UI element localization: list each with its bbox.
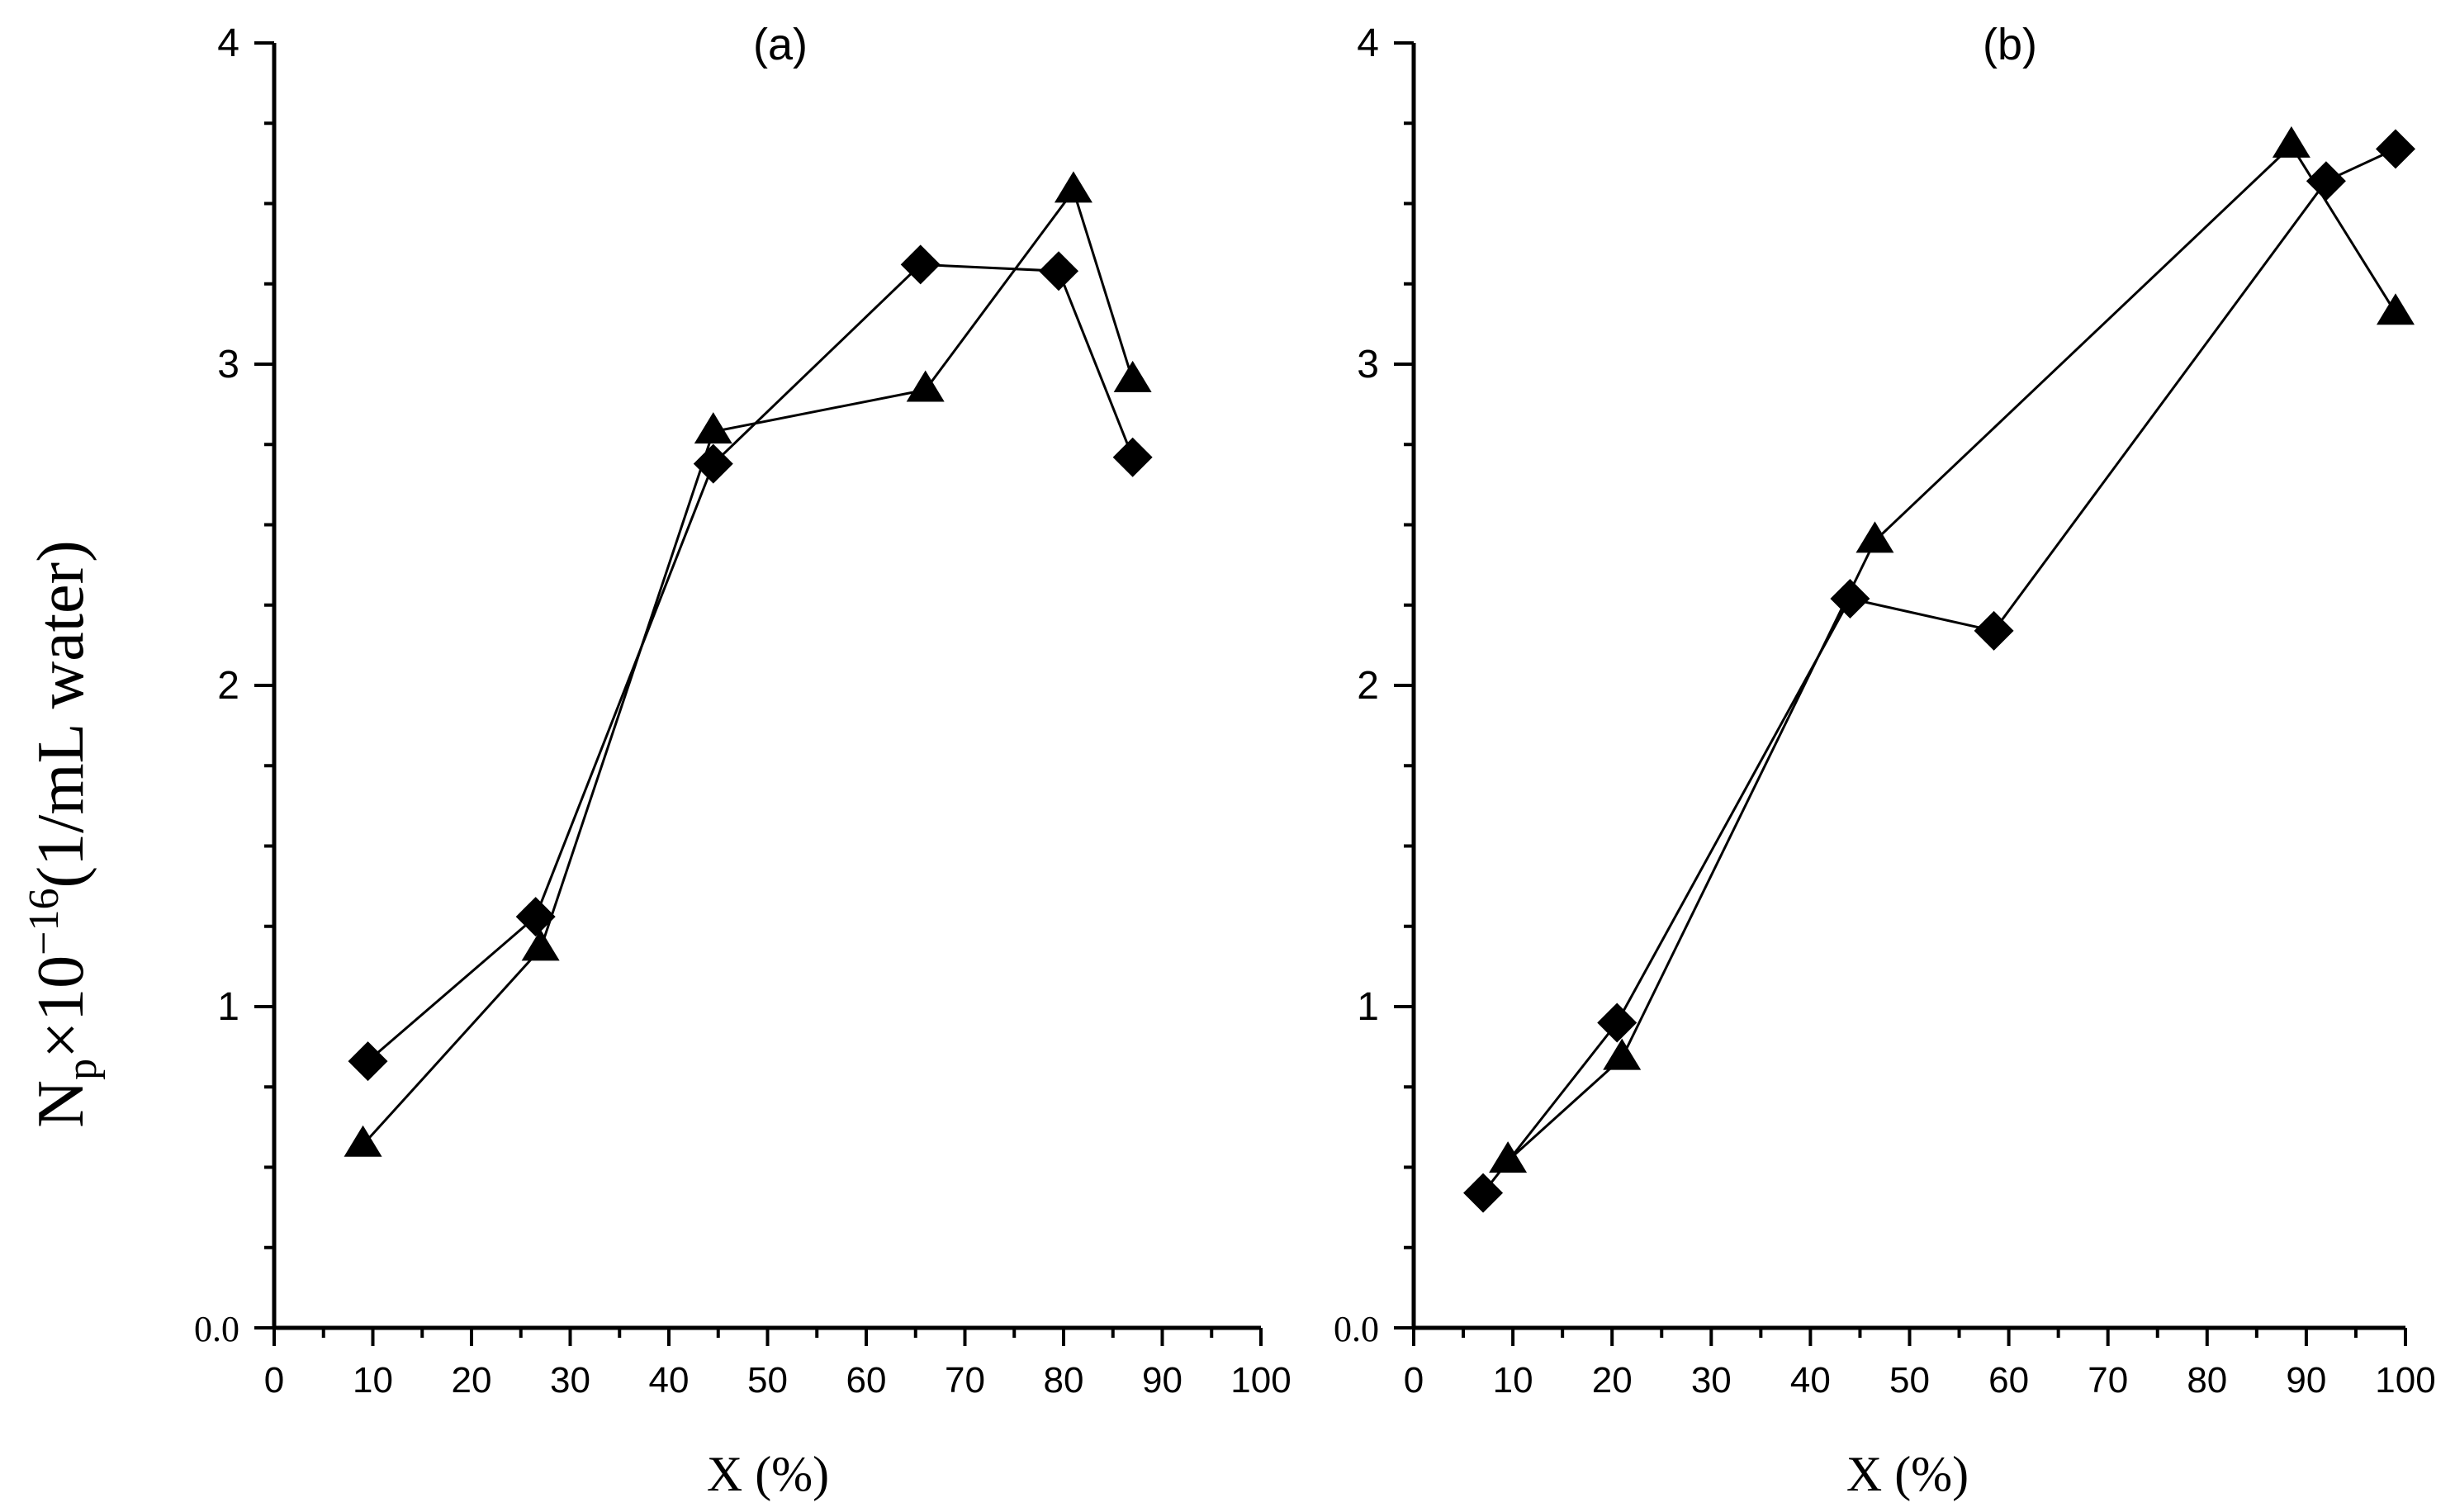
- y-title-sub: p: [59, 1059, 106, 1080]
- panel-b-y-tick-label: 4: [1357, 21, 1379, 65]
- panel-b-x-tick-label: 70: [2088, 1360, 2128, 1401]
- panel-b-triangle-point: [1855, 521, 1894, 553]
- panel-b-diamond-point: [1597, 1002, 1637, 1043]
- panel-b-x-tick-label: 100: [2375, 1360, 2435, 1401]
- panel-a-x-tick-label: 80: [1044, 1360, 1084, 1401]
- y-title-exp: −16: [21, 889, 68, 955]
- y-axis-title: Np×10−16(1/mL water): [21, 540, 106, 1128]
- panel-a-x-tick-label: 70: [945, 1360, 985, 1401]
- panel-b-diamond-point: [1463, 1173, 1504, 1213]
- panel-b-x-tick-label: 0: [1404, 1360, 1424, 1401]
- panel-a-diamond-point: [900, 244, 941, 285]
- panel-b-x-axis-title: X (%): [1846, 1447, 1969, 1501]
- panel-a-diamond-point: [348, 1041, 388, 1082]
- panel-b-triangle-point: [1489, 1141, 1528, 1173]
- panel-b-triangle-point: [2376, 293, 2415, 325]
- panel-a-x-tick-label: 20: [452, 1360, 492, 1401]
- panel-a-x-tick-label: 0: [264, 1360, 284, 1401]
- panel-a-x-tick-label: 60: [846, 1360, 887, 1401]
- panel-b-x-tick-label: 10: [1493, 1360, 1533, 1401]
- panel-a-triangle-point: [906, 370, 945, 402]
- panel-a: (a) X (%) 0 10 20 30 40 50 60 70 80 90 100 0.0 1 2 3 4: [194, 20, 1291, 1501]
- panel-a-x-tick-label: 50: [747, 1360, 788, 1401]
- y-title-unit: (1/mL water): [25, 540, 97, 888]
- panel-a-triangle-point: [1113, 360, 1152, 392]
- panel-b-diamond-point: [1974, 610, 2014, 651]
- panel-a-triangle-point: [1054, 171, 1092, 203]
- panel-a-diamond-point: [515, 897, 556, 937]
- panel-a-triangle-series-line: [362, 187, 1135, 1146]
- panel-b-x-tick-label: 60: [1988, 1360, 2029, 1401]
- panel-a-x-tick-label: 30: [550, 1360, 590, 1401]
- panel-b-y-tick-label: 3: [1357, 343, 1379, 386]
- panel-b-triangle-series-line: [1507, 144, 2397, 1162]
- panel-b-diamond-point: [2306, 161, 2346, 201]
- panel-b: (b) X (%) 0 10 20 30 40 50 60 70 80 90 100 0.0 1 2 3 4: [1334, 20, 2436, 1501]
- panel-b-x-tick-label: 30: [1691, 1360, 1732, 1401]
- panel-a-x-tick-label: 10: [353, 1360, 393, 1401]
- panel-a-y-tick-label: 0.0: [194, 1309, 239, 1349]
- panel-a-y-tick-label: 2: [217, 664, 239, 708]
- panel-b-diamond-point: [2375, 129, 2415, 169]
- panel-b-y-tick-label: 1: [1357, 985, 1379, 1029]
- panel-a-title: (a): [753, 20, 808, 69]
- y-title-base: N: [25, 1080, 97, 1128]
- panel-a-triangle-point: [694, 412, 732, 444]
- panel-a-triangle-point: [344, 1125, 382, 1157]
- panel-b-x-tick-label: 20: [1592, 1360, 1633, 1401]
- panel-a-x-tick-label: 100: [1230, 1360, 1291, 1401]
- panel-b-x-tick-label: 40: [1790, 1360, 1831, 1401]
- panel-b-x-tick-label: 90: [2286, 1360, 2326, 1401]
- panel-b-triangle-point: [1603, 1038, 1642, 1070]
- panel-b-title: (b): [1983, 20, 2037, 69]
- panel-a-y-tick-label: 1: [217, 985, 239, 1029]
- panel-b-x-tick-label: 50: [1889, 1360, 1930, 1401]
- panel-a-x-tick-label: 90: [1142, 1360, 1182, 1401]
- panel-a-x-axis-title: X (%): [707, 1447, 829, 1501]
- panel-a-y-tick-label: 4: [217, 21, 239, 65]
- y-title-mult: ×10: [25, 955, 97, 1059]
- panel-a-diamond-point: [693, 443, 733, 484]
- panel-a-diamond-series-line: [367, 263, 1135, 1063]
- panel-b-triangle-point: [2272, 126, 2310, 158]
- panel-a-diamond-point: [1112, 437, 1153, 477]
- panel-a-y-tick-label: 3: [217, 343, 239, 386]
- panel-a-x-tick-label: 40: [649, 1360, 690, 1401]
- panel-a-triangle-point: [521, 929, 560, 961]
- panel-a-diamond-point: [1039, 251, 1079, 291]
- panel-b-y-tick-label: 2: [1357, 664, 1379, 708]
- panel-b-diamond-point: [1830, 578, 1870, 619]
- panel-b-x-tick-label: 80: [2187, 1360, 2227, 1401]
- panel-b-y-tick-label: 0.0: [1334, 1309, 1379, 1349]
